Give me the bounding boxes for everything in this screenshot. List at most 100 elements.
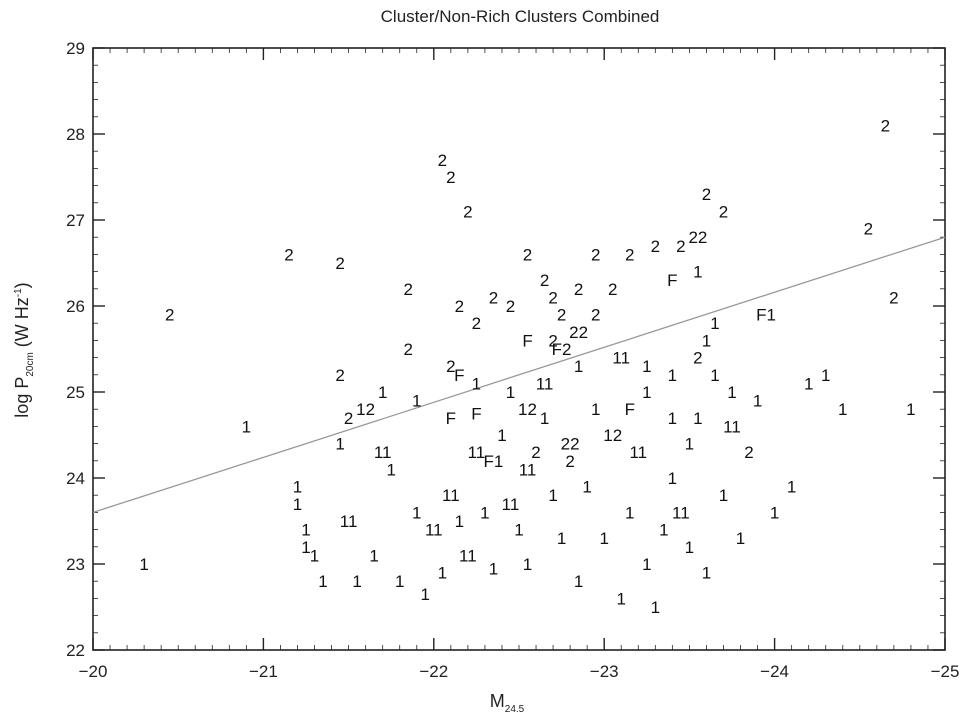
y-axis-label-sup: -1	[13, 288, 24, 297]
data-point: 2	[335, 254, 344, 273]
data-point: 1	[395, 572, 404, 591]
data-point: 1	[668, 409, 677, 428]
data-point: 2	[591, 245, 600, 264]
data-point: 1	[617, 589, 626, 608]
y-tick-label: 28	[66, 125, 85, 144]
x-axis-label-sub: 24.5	[505, 704, 525, 715]
data-point: F1	[756, 306, 776, 325]
data-point: 2	[608, 280, 617, 299]
x-tick-label: −23	[590, 662, 619, 681]
data-point: 1	[548, 486, 557, 505]
data-point: 1	[412, 503, 421, 522]
data-point: 2	[335, 366, 344, 385]
data-point: 1	[378, 383, 387, 402]
y-tick-label: 22	[66, 641, 85, 660]
data-point: 22	[561, 435, 580, 454]
data-point: 1	[421, 585, 430, 604]
x-tick-label: −22	[419, 662, 448, 681]
data-point: 1	[293, 478, 302, 497]
data-point: 1	[369, 546, 378, 565]
data-point: 2	[446, 168, 455, 187]
axes-frame	[92, 47, 946, 651]
data-point: 1	[438, 564, 447, 583]
data-point: 1	[668, 469, 677, 488]
data-point: 1	[514, 521, 523, 540]
x-tick-labels: −20 −21 −22 −23 −24 −25	[79, 662, 960, 681]
y-axis-label-end: )	[12, 282, 32, 288]
data-point: 1	[557, 529, 566, 548]
data-point: 2	[540, 271, 549, 290]
data-point: 2	[881, 116, 890, 135]
data-point: 1	[651, 598, 660, 617]
data-point: 2	[438, 151, 447, 170]
data-point: 1	[489, 559, 498, 578]
x-axis-label-main: M	[490, 691, 505, 711]
data-point: 2	[719, 202, 728, 221]
data-point: 11	[340, 512, 358, 531]
data-point: 22	[569, 323, 588, 342]
data-point: 1	[787, 478, 796, 497]
data-point: 1	[685, 538, 694, 557]
data-point: 22	[688, 228, 707, 247]
fit-line-layer	[92, 236, 946, 514]
data-point: 1	[582, 478, 591, 497]
data-point: 1	[293, 495, 302, 514]
data-point: 11	[672, 503, 690, 522]
data-point: 11	[425, 521, 443, 540]
data-point: 1	[412, 392, 421, 411]
data-point: 2	[864, 220, 873, 239]
data-point: 1	[472, 374, 481, 393]
data-point: 1	[310, 546, 319, 565]
data-point: 2	[548, 288, 557, 307]
data-point: 1	[821, 366, 830, 385]
data-point: 1	[599, 529, 608, 548]
data-point: 1	[702, 564, 711, 583]
data-point: 11	[723, 417, 741, 436]
data-point: 1	[736, 529, 745, 548]
data-point: 1	[659, 521, 668, 540]
data-point: 2	[557, 306, 566, 325]
data-point: F1	[484, 452, 504, 471]
data-point: 11	[502, 495, 520, 514]
y-tick-label: 25	[66, 383, 85, 402]
data-point: 2	[489, 288, 498, 307]
data-point: 2	[165, 306, 174, 325]
data-point: 1	[523, 555, 532, 574]
data-point: 1	[642, 357, 651, 376]
data-point: 2	[548, 331, 557, 350]
y-tick-label: 27	[66, 211, 85, 230]
data-point: 1	[906, 400, 915, 419]
x-tick-label: −21	[249, 662, 278, 681]
data-point: 2	[506, 297, 515, 316]
y-tick-label: 29	[66, 39, 85, 58]
data-point: 1	[727, 383, 736, 402]
data-point: 12	[518, 400, 537, 419]
data-point: 2	[651, 237, 660, 256]
data-point: 1	[242, 417, 251, 436]
data-point: 1	[574, 357, 583, 376]
chart-title: Cluster/Non-Rich Clusters Combined	[381, 7, 660, 26]
data-point: 1	[591, 400, 600, 419]
data-point: 2	[404, 280, 413, 299]
data-point: 11	[612, 349, 630, 368]
data-point: F2	[552, 340, 572, 359]
data-point: 1	[625, 503, 634, 522]
x-axis-label: M24.5	[490, 691, 525, 715]
data-point: 1	[642, 383, 651, 402]
data-point: 2	[744, 443, 753, 462]
data-point: 1	[693, 263, 702, 282]
y-tick-label: 23	[66, 555, 85, 574]
data-point: 2	[284, 245, 293, 264]
data-point: 2	[455, 297, 464, 316]
data-point: 1	[318, 572, 327, 591]
x-tick-label: −20	[79, 662, 108, 681]
data-point: 2	[693, 349, 702, 368]
data-point: 1	[540, 409, 549, 428]
y-tick-labels: 22 23 24 25 26 27 28 29	[66, 39, 85, 660]
data-point: 1	[506, 383, 515, 402]
data-point: 11	[536, 374, 554, 393]
data-point: 1	[335, 435, 344, 454]
data-point: 2	[531, 443, 540, 462]
